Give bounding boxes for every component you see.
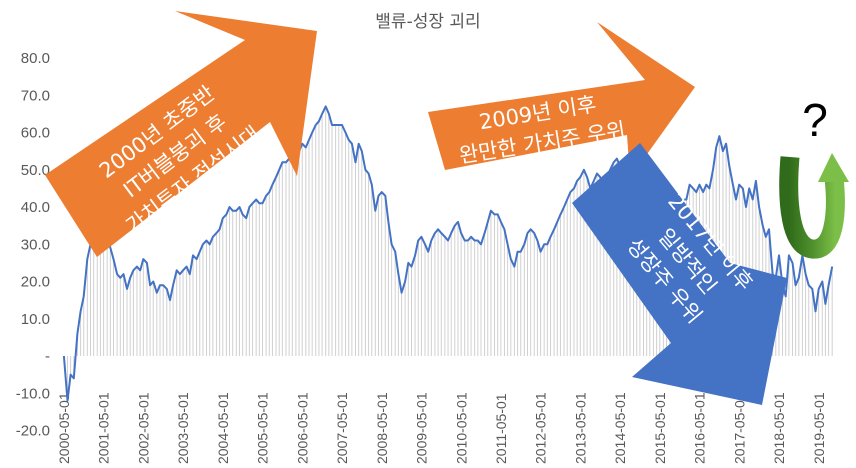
x-tick-label: 2016-05-01 bbox=[692, 392, 708, 464]
x-tick-label: 2017-05-01 bbox=[731, 392, 747, 464]
x-tick-label: 2004-05-01 bbox=[215, 392, 231, 464]
x-tick-label: 2003-05-01 bbox=[175, 392, 191, 464]
x-tick-label: 2000-05-01 bbox=[56, 392, 72, 464]
x-tick-label: 2012-05-01 bbox=[533, 392, 549, 464]
y-tick-label: 10.0 bbox=[21, 311, 50, 328]
x-tick-label: 2005-05-01 bbox=[255, 392, 271, 464]
x-tick-label: 2018-05-01 bbox=[771, 392, 787, 464]
y-tick-label: 60.0 bbox=[21, 125, 50, 142]
y-tick-label: 20.0 bbox=[21, 274, 50, 291]
x-tick-label: 2015-05-01 bbox=[652, 392, 668, 464]
blue-arrow-shape bbox=[572, 143, 787, 405]
green-uturn-arrow-icon bbox=[779, 156, 845, 259]
x-tick-label: 2001-05-01 bbox=[96, 392, 112, 464]
orange-arrow-shape bbox=[45, 11, 317, 257]
chart-title: 밸류-성장 괴리 bbox=[375, 12, 480, 32]
x-tick-label: 2014-05-01 bbox=[612, 392, 628, 464]
y-tick-label: 70.0 bbox=[21, 87, 50, 104]
y-tick-label: 80.0 bbox=[21, 50, 50, 67]
green-arrowhead-icon bbox=[818, 153, 849, 182]
x-tick-label: 2010-05-01 bbox=[453, 392, 469, 464]
y-tick-label: -20.0 bbox=[16, 423, 50, 440]
annotation-arrow-post-2009: 2009년 이후 완만한 가치주 우위 bbox=[428, 22, 695, 178]
orange-arrow-shape-2 bbox=[428, 22, 695, 178]
question-mark: ? bbox=[802, 94, 828, 146]
x-tick-label: 2011-05-01 bbox=[493, 393, 509, 464]
x-tick-label: 2002-05-01 bbox=[135, 392, 151, 464]
y-tick-label: -10.0 bbox=[16, 385, 50, 402]
x-tick-label: 2006-05-01 bbox=[294, 392, 310, 464]
x-tick-label: 2007-05-01 bbox=[334, 392, 350, 464]
y-tick-label: - bbox=[45, 348, 50, 365]
x-tick-label: 2019-05-01 bbox=[811, 392, 827, 464]
x-axis: 2000-05-01 2001-05-01 2002-05-01 2003-05-01… bbox=[56, 392, 827, 464]
y-tick-label: 50.0 bbox=[21, 162, 50, 179]
y-tick-label: 30.0 bbox=[21, 236, 50, 253]
x-tick-label: 2009-05-01 bbox=[414, 392, 430, 464]
series-line-value-growth-gap bbox=[62, 105, 834, 402]
y-tick-label: 40.0 bbox=[21, 199, 50, 216]
y-axis: 80.0 70.0 60.0 50.0 40.0 30.0 20.0 10.0 - -10.0 -2… bbox=[16, 50, 50, 440]
x-tick-label: 2013-05-01 bbox=[572, 392, 588, 464]
annotation-uturn-arrow: ? bbox=[779, 94, 849, 259]
x-tick-label: 2008-05-01 bbox=[374, 392, 390, 464]
